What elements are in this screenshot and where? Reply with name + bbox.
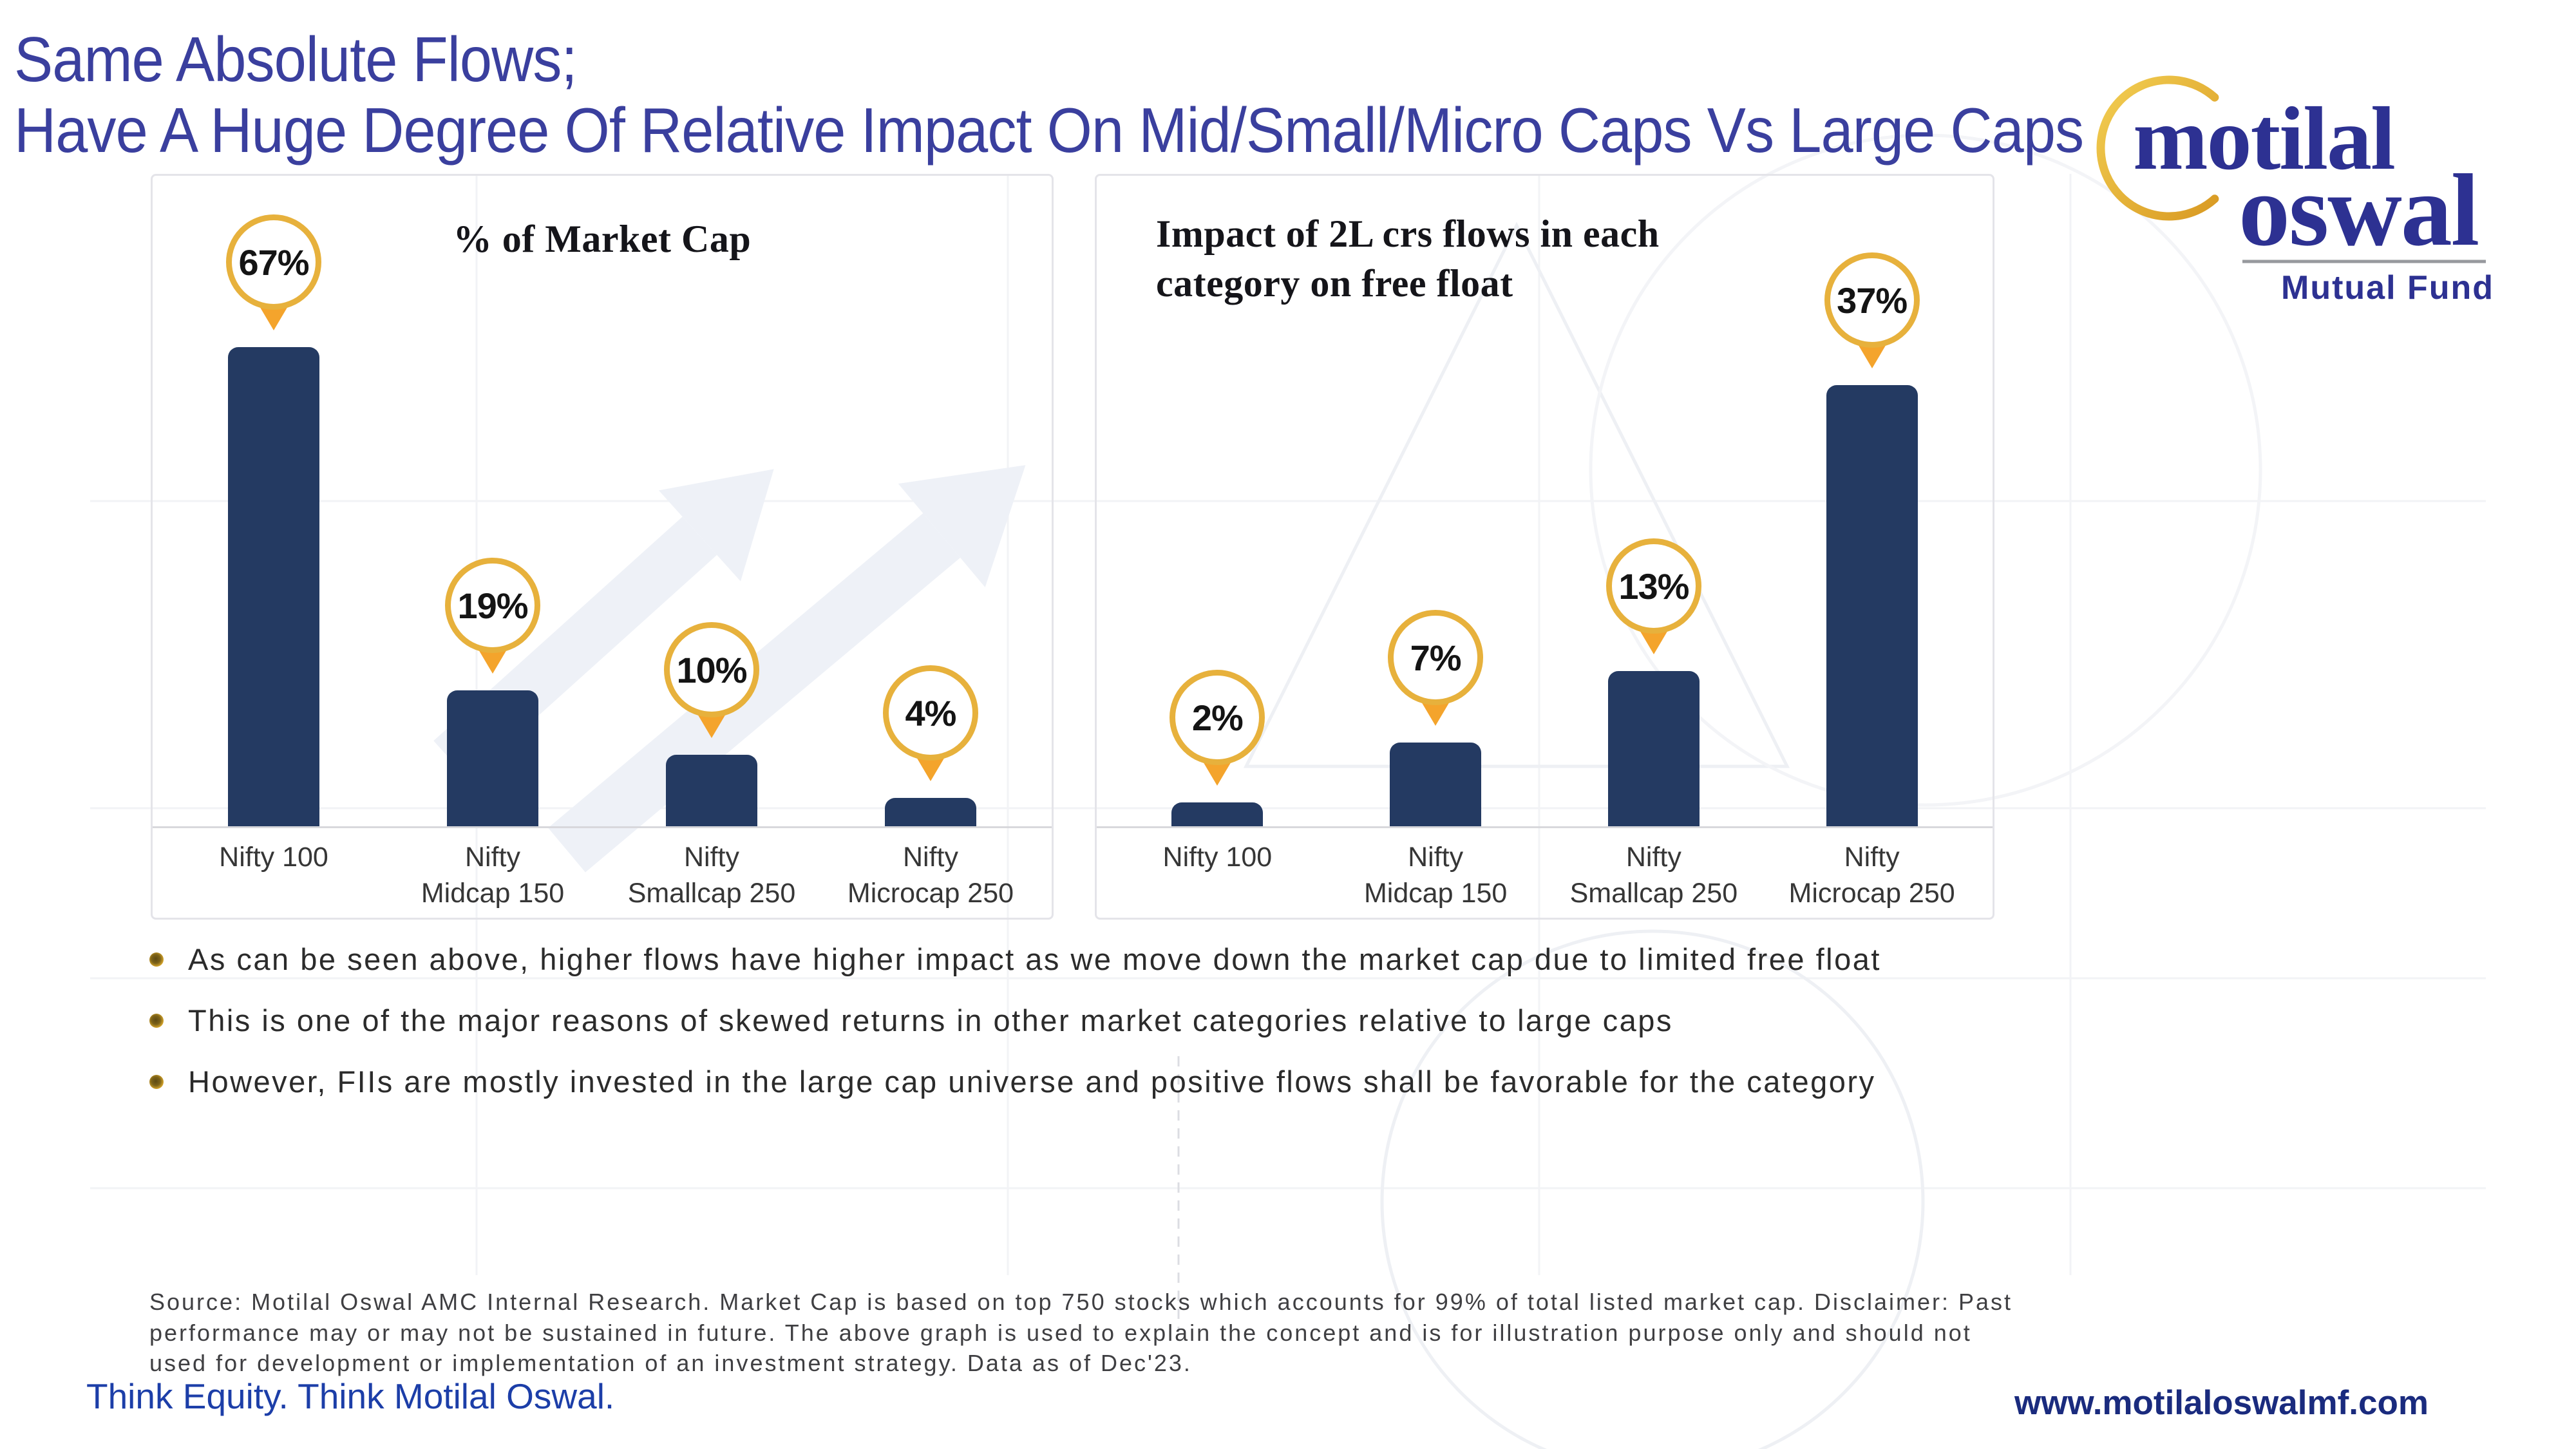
category-label: Nifty 100 [219, 842, 328, 873]
bar-group-nifty-smallcap-250: 10% [602, 176, 821, 826]
list-item: This is one of the major reasons of skew… [149, 1003, 2030, 1038]
value-label: 10% [664, 622, 759, 717]
value-label: 2% [1170, 670, 1265, 765]
motilal-oswal-logo: motilal oswal Mutual Fund [2096, 75, 2494, 307]
bar-nifty-100 [228, 347, 319, 826]
value-label: 19% [445, 558, 540, 653]
bar-group-nifty-microcap-250: 37% [1763, 176, 1981, 826]
bullet-dot-icon [149, 952, 164, 967]
category-label: Nifty Midcap 150 [1363, 842, 1508, 909]
bar-group-nifty-smallcap-250: 13% [1545, 176, 1763, 826]
chart-flow-impact-axis-labels: Nifty 100 Nifty Midcap 150 Nifty Smallca… [1097, 826, 1993, 918]
logo-word-oswal: oswal [2239, 153, 2478, 267]
bar-nifty-microcap-250 [1826, 385, 1918, 826]
chart-flow-impact-title: Impact of 2L crs flows in each category … [1156, 213, 1660, 305]
slide-title-line2: Have A Huge Degree Of Relative Impact On… [14, 94, 2084, 166]
value-badge: 4% [883, 665, 978, 781]
bar-nifty-microcap-250 [885, 798, 976, 826]
value-label: 13% [1605, 538, 1701, 634]
bullet-text: As can be seen above, higher flows have … [188, 942, 1881, 976]
value-badge: 7% [1388, 610, 1484, 726]
category-label: Nifty Microcap 250 [847, 842, 1014, 909]
chart-market-cap-title: % of Market Cap [453, 218, 752, 260]
logo-gold-ring-icon [2096, 75, 2219, 221]
bullet-dot-icon [149, 1014, 164, 1028]
value-label: 67% [226, 214, 321, 310]
bar-nifty-midcap-150 [447, 690, 538, 826]
chart-market-cap-plot: 67% 19% 10% [164, 176, 1040, 826]
category-label: Nifty 100 [1162, 842, 1273, 873]
source-disclaimer-text: Source: Motilal Oswal AMC Internal Resea… [149, 1289, 2013, 1377]
value-label: 4% [883, 665, 978, 761]
charts-row: % of Market Cap 67% 19% [151, 174, 1994, 920]
bullet-dot-icon [149, 1075, 164, 1089]
value-badge: 19% [445, 558, 540, 674]
chart-market-cap-panel: % of Market Cap 67% 19% [151, 174, 1054, 920]
key-takeaways-list: As can be seen above, higher flows have … [149, 942, 2030, 1125]
chart-flow-impact-plot: 2% 7% 13% [1108, 176, 1981, 826]
value-label: 7% [1388, 610, 1484, 705]
footer-tagline: Think Equity. Think Motilal Oswal. [86, 1376, 615, 1416]
bullet-text: This is one of the major reasons of skew… [188, 1003, 1673, 1037]
bar-group-nifty-100: 67% [164, 176, 383, 826]
category-label: Nifty Smallcap 250 [627, 842, 796, 909]
bar-nifty-smallcap-250 [666, 755, 757, 826]
logo-tagline: Mutual Fund [2281, 269, 2494, 307]
category-label: Nifty Smallcap 250 [1569, 842, 1738, 909]
value-label: 37% [1824, 252, 1920, 348]
list-item: However, FIIs are mostly invested in the… [149, 1064, 2030, 1099]
category-label: Nifty Midcap 150 [421, 842, 565, 909]
footer-website-url: www.motilaloswalmf.com [2014, 1384, 2429, 1422]
chart-market-cap-axis-labels: Nifty 100 Nifty Midcap 150 Nifty Smallca… [153, 826, 1052, 918]
bar-group-nifty-microcap-250: 4% [821, 176, 1040, 826]
list-item: As can be seen above, higher flows have … [149, 942, 2030, 977]
value-badge: 10% [664, 622, 759, 738]
bar-nifty-midcap-150 [1390, 743, 1482, 826]
chart-flow-impact-panel: Impact of 2L crs flows in each category … [1095, 174, 1994, 920]
bar-group-nifty-midcap-150: 7% [1327, 176, 1545, 826]
slide-title: Same Absolute Flows; Have A Huge Degree … [14, 24, 2084, 166]
value-badge: 2% [1170, 670, 1265, 786]
bar-nifty-smallcap-250 [1607, 671, 1700, 826]
value-badge: 67% [226, 214, 321, 330]
slide-title-line1: Same Absolute Flows; [14, 24, 578, 95]
bullet-text: However, FIIs are mostly invested in the… [188, 1065, 1876, 1099]
logo-word-motilal: motilal [2133, 89, 2394, 189]
value-badge: 37% [1824, 252, 1920, 368]
bar-group-nifty-midcap-150: 19% [383, 176, 602, 826]
value-badge: 13% [1605, 538, 1701, 654]
bar-group-nifty-100: 2% [1108, 176, 1327, 826]
category-label: Nifty Microcap 250 [1788, 842, 1955, 909]
bar-nifty-100 [1171, 802, 1264, 826]
